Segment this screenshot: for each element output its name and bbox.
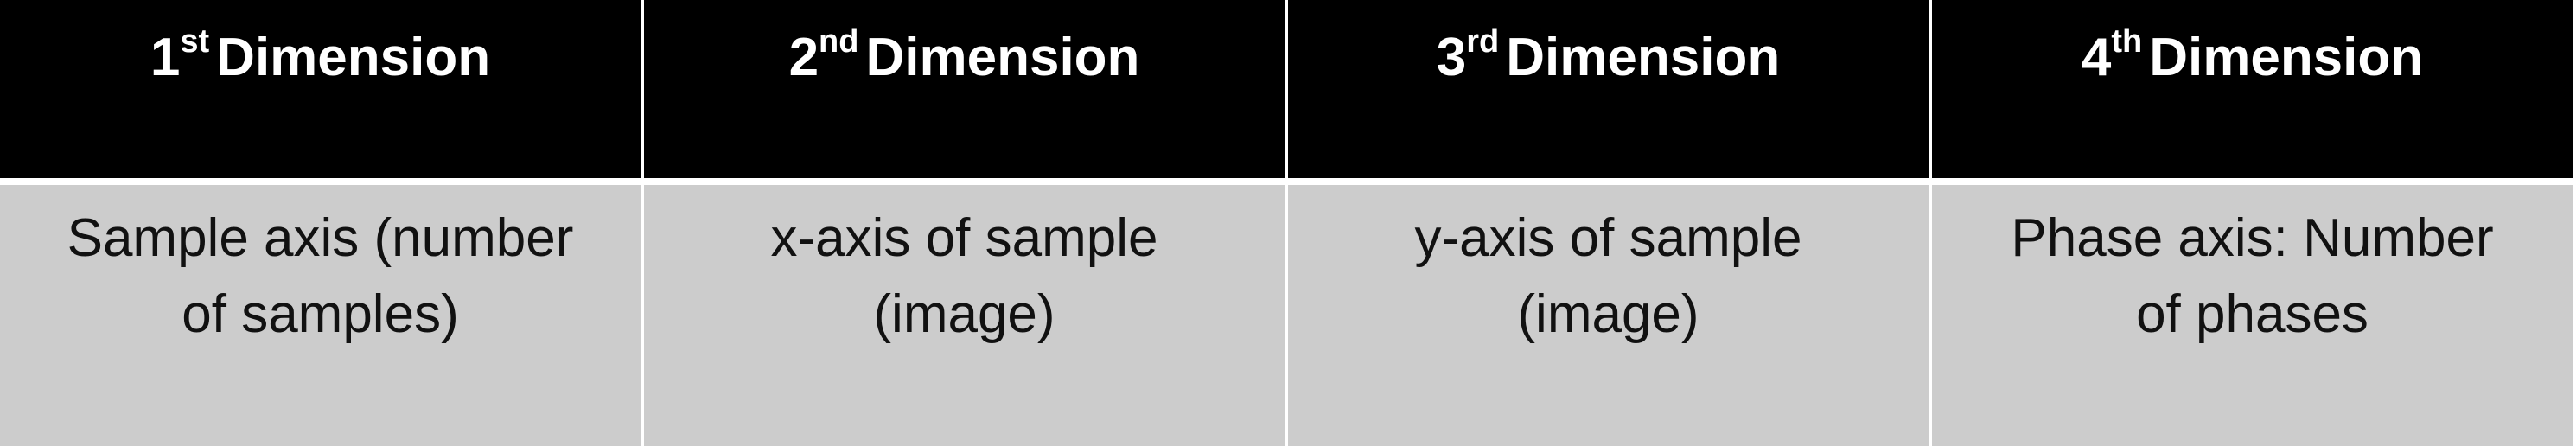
header-word: Dimension [865,28,1140,87]
description-line-1: y-axis of sample [1414,208,1802,268]
description-line-1: Sample axis (number [67,208,574,268]
header-ordinal-suffix: th [2111,23,2143,60]
description-line-1: x-axis of sample [770,208,1158,268]
header-word: Dimension [1506,28,1781,87]
header-number: 2 [788,28,819,87]
description-line-2: (image) [873,284,1055,344]
description-line-2: of samples) [182,284,459,344]
header-word: Dimension [2149,28,2424,87]
description-line-2: (image) [1517,284,1699,344]
description-dimension-2: x-axis of sample (image) [644,185,1285,446]
description-dimension-4: Phase axis: Number of phases [1932,185,2573,446]
description-dimension-3: y-axis of sample (image) [1288,185,1929,446]
header-ordinal-suffix: rd [1466,23,1500,60]
header-number: 4 [2081,28,2112,87]
header-ordinal-suffix: st [180,23,210,60]
description-line-1: Phase axis: Number [2011,208,2494,268]
header-word: Dimension [216,28,491,87]
header-ordinal-suffix: nd [819,23,859,60]
description-line-2: of phases [2136,284,2369,344]
header-number: 3 [1436,28,1467,87]
description-dimension-1: Sample axis (number of samples) [0,185,641,446]
header-number: 1 [150,28,181,87]
